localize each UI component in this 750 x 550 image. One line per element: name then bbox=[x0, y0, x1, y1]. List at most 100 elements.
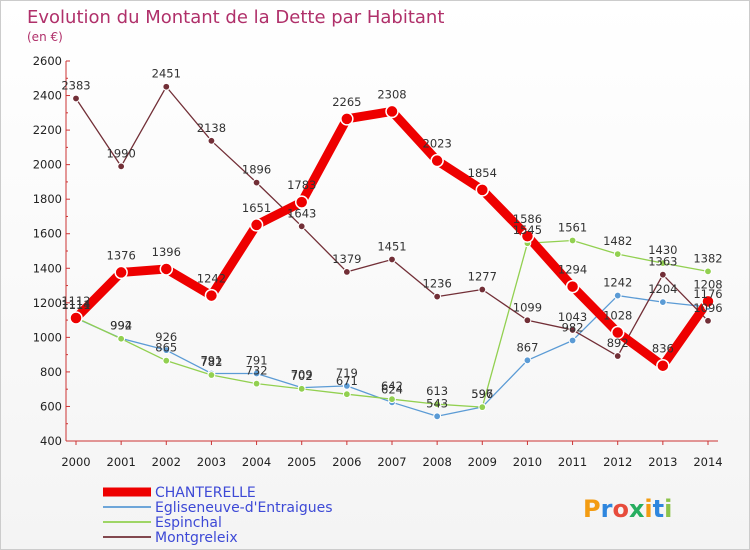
data-point bbox=[701, 294, 715, 309]
data-point bbox=[162, 82, 171, 91]
y-tick-label: 1200 bbox=[33, 296, 62, 310]
data-label: 1854 bbox=[468, 166, 497, 180]
data-point bbox=[159, 262, 174, 276]
chart-title: Evolution du Montant de la Dette par Hab… bbox=[27, 7, 444, 28]
data-point bbox=[388, 395, 396, 404]
data-point bbox=[385, 104, 399, 119]
data-point bbox=[433, 412, 442, 421]
y-tick-label: 2600 bbox=[33, 54, 62, 68]
data-point bbox=[658, 259, 667, 267]
data-label: 1451 bbox=[377, 239, 406, 253]
x-tick-label: 2003 bbox=[197, 455, 226, 469]
data-point bbox=[430, 153, 444, 168]
data-label: 791 bbox=[200, 353, 222, 367]
x-tick-label: 2005 bbox=[287, 455, 316, 469]
data-point bbox=[342, 390, 351, 399]
y-tick-label: 800 bbox=[40, 365, 62, 379]
data-label: 1363 bbox=[648, 255, 677, 269]
y-tick-label: 2000 bbox=[33, 158, 62, 172]
data-point bbox=[249, 218, 264, 232]
data-point bbox=[568, 236, 577, 245]
data-label: 791 bbox=[246, 353, 268, 367]
data-label: 1545 bbox=[513, 223, 542, 237]
data-point bbox=[297, 222, 306, 231]
data-point bbox=[117, 162, 126, 171]
data-label: 624 bbox=[381, 382, 403, 396]
legend-label: Espinchal bbox=[155, 515, 222, 531]
data-label: 1896 bbox=[242, 163, 271, 177]
data-label: 1643 bbox=[287, 206, 316, 220]
data-label: 1028 bbox=[603, 309, 632, 323]
data-point bbox=[294, 195, 309, 209]
data-label: 1043 bbox=[558, 310, 587, 324]
x-tick-label: 2008 bbox=[423, 455, 452, 469]
data-point bbox=[69, 311, 83, 325]
x-tick-label: 2013 bbox=[648, 455, 677, 469]
data-label: 1112 bbox=[61, 294, 90, 308]
data-label: 719 bbox=[336, 366, 358, 380]
legend-label: Montgreleix bbox=[155, 530, 238, 546]
x-tick-label: 2004 bbox=[242, 455, 271, 469]
data-label: 2383 bbox=[61, 78, 90, 92]
data-label: 1396 bbox=[152, 245, 181, 259]
data-point bbox=[433, 292, 442, 301]
y-tick-label: 1000 bbox=[33, 330, 62, 344]
data-point bbox=[342, 268, 351, 276]
data-label: 1204 bbox=[648, 282, 677, 296]
y-tick-label: 2400 bbox=[33, 89, 62, 103]
data-label: 1096 bbox=[693, 301, 722, 315]
data-label: 2138 bbox=[197, 121, 226, 135]
data-label: 596 bbox=[471, 387, 493, 401]
x-tick-label: 2012 bbox=[603, 455, 632, 469]
data-point bbox=[388, 255, 396, 264]
x-tick-label: 2006 bbox=[332, 455, 361, 469]
data-point bbox=[658, 270, 667, 279]
data-point bbox=[114, 265, 128, 280]
y-tick-label: 2200 bbox=[33, 123, 62, 137]
data-label: 1651 bbox=[242, 201, 271, 215]
data-point bbox=[342, 382, 351, 390]
data-label: 892 bbox=[607, 336, 629, 350]
data-label: 671 bbox=[336, 374, 358, 388]
x-tick-label: 2002 bbox=[152, 455, 181, 469]
data-point bbox=[475, 183, 490, 197]
data-label: 732 bbox=[246, 364, 268, 378]
data-label: 867 bbox=[516, 340, 538, 354]
data-label: 702 bbox=[291, 369, 313, 383]
data-label: 1482 bbox=[603, 234, 632, 248]
data-point bbox=[656, 358, 670, 373]
data-label: 1430 bbox=[648, 243, 677, 257]
data-point bbox=[72, 94, 80, 103]
data-label: 865 bbox=[155, 341, 177, 355]
data-label: 1277 bbox=[468, 270, 497, 284]
data-label: 782 bbox=[200, 355, 222, 369]
x-tick-label: 2001 bbox=[107, 455, 136, 469]
data-label: 2265 bbox=[332, 95, 361, 109]
data-point bbox=[568, 336, 577, 345]
data-label: 2023 bbox=[423, 137, 452, 151]
data-label: 1236 bbox=[423, 277, 452, 291]
data-point bbox=[568, 326, 577, 334]
y-tick-label: 1600 bbox=[33, 227, 62, 241]
data-label: 836 bbox=[652, 342, 674, 356]
data-label: 982 bbox=[562, 320, 584, 334]
data-label: 1176 bbox=[693, 287, 722, 301]
x-tick-label: 2014 bbox=[693, 455, 722, 469]
data-point bbox=[613, 291, 622, 300]
data-label: 1376 bbox=[107, 248, 136, 262]
data-point bbox=[523, 316, 532, 325]
data-label: 1294 bbox=[558, 263, 587, 277]
data-label: 1111 bbox=[61, 298, 90, 312]
data-point bbox=[520, 229, 535, 243]
data-point bbox=[704, 267, 712, 276]
data-label: 2308 bbox=[377, 87, 406, 101]
x-tick-label: 2007 bbox=[377, 455, 406, 469]
data-label: 709 bbox=[291, 368, 313, 382]
data-point bbox=[252, 369, 261, 378]
data-point bbox=[117, 334, 126, 343]
data-point bbox=[610, 325, 625, 340]
data-label: 597 bbox=[471, 387, 493, 401]
data-label: 1561 bbox=[558, 220, 587, 234]
